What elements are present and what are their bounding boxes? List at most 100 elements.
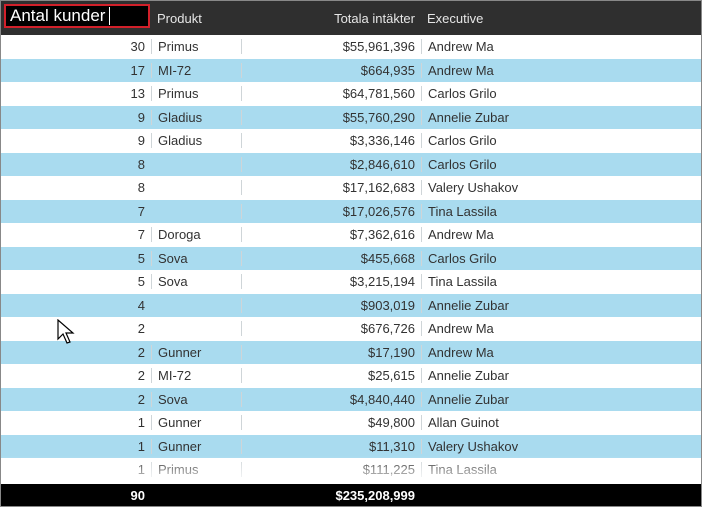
- cell-product: MI-72: [151, 368, 241, 383]
- cell-count: 17: [1, 63, 151, 78]
- table-row[interactable]: 5Sova$3,215,194Tina Lassila: [1, 270, 701, 294]
- header-revenue[interactable]: Totala intäkter: [241, 5, 421, 32]
- cell-exec: Andrew Ma: [421, 321, 701, 336]
- table-row[interactable]: 1Gunner$11,310Valery Ushakov: [1, 435, 701, 459]
- table-row[interactable]: 9Gladius$3,336,146Carlos Grilo: [1, 129, 701, 153]
- header-exec[interactable]: Executive: [421, 5, 701, 32]
- cell-revenue: $64,781,560: [241, 86, 421, 101]
- table-row[interactable]: 1Gunner$49,800Allan Guinot: [1, 411, 701, 435]
- cell-product: MI-72: [151, 63, 241, 78]
- cell-exec: Andrew Ma: [421, 227, 701, 242]
- header-product[interactable]: Produkt: [151, 5, 241, 32]
- cell-exec: Valery Ushakov: [421, 439, 701, 454]
- cell-count: 7: [1, 204, 151, 219]
- cell-product: Sova: [151, 392, 241, 407]
- cell-revenue: $55,760,290: [241, 110, 421, 125]
- cell-revenue: $17,026,576: [241, 204, 421, 219]
- table-row[interactable]: 5Sova$455,668Carlos Grilo: [1, 247, 701, 271]
- cell-product: Gladius: [151, 110, 241, 125]
- cell-exec: Tina Lassila: [421, 204, 701, 219]
- totals-row: 90 $235,208,999: [1, 484, 701, 506]
- cell-product: Doroga: [151, 227, 241, 242]
- table-row[interactable]: 8 $17,162,683Valery Ushakov: [1, 176, 701, 200]
- table-row[interactable]: 17MI-72$664,935Andrew Ma: [1, 59, 701, 83]
- cell-count: 1: [1, 415, 151, 430]
- cell-exec: Carlos Grilo: [421, 157, 701, 172]
- cell-exec: Andrew Ma: [421, 345, 701, 360]
- cell-exec: Carlos Grilo: [421, 86, 701, 101]
- cell-revenue: $676,726: [241, 321, 421, 336]
- cell-exec: Tina Lassila: [421, 274, 701, 289]
- cell-count: 1: [1, 439, 151, 454]
- cell-product: Sova: [151, 274, 241, 289]
- table-row[interactable]: 7Doroga$7,362,616Andrew Ma: [1, 223, 701, 247]
- cell-revenue: $17,190: [241, 345, 421, 360]
- table-row[interactable]: 2 $676,726Andrew Ma: [1, 317, 701, 341]
- cell-revenue: $2,846,610: [241, 157, 421, 172]
- table-row[interactable]: 9Gladius$55,760,290Annelie Zubar: [1, 106, 701, 130]
- cell-product: Primus: [151, 86, 241, 101]
- header-rename-input[interactable]: Antal kunder: [4, 4, 150, 28]
- cell-count: 4: [1, 298, 151, 313]
- table-visual: Produkt Totala intäkter Executive Antal …: [0, 0, 702, 507]
- header-rename-value: Antal kunder: [10, 5, 105, 27]
- cell-revenue: $55,961,396: [241, 39, 421, 54]
- table-row[interactable]: 30Primus$55,961,396Andrew Ma: [1, 35, 701, 59]
- cell-count: 8: [1, 157, 151, 172]
- cell-count: 2: [1, 345, 151, 360]
- cell-exec: Annelie Zubar: [421, 392, 701, 407]
- cell-count: 9: [1, 110, 151, 125]
- cell-count: 5: [1, 251, 151, 266]
- table-row[interactable]: 7 $17,026,576Tina Lassila: [1, 200, 701, 224]
- cell-exec: Annelie Zubar: [421, 368, 701, 383]
- table-row[interactable]: 13Primus$64,781,560Carlos Grilo: [1, 82, 701, 106]
- cell-count: 2: [1, 392, 151, 407]
- cell-revenue: $3,215,194: [241, 274, 421, 289]
- cell-count: 7: [1, 227, 151, 242]
- cell-exec: Valery Ushakov: [421, 180, 701, 195]
- cell-revenue: $664,935: [241, 63, 421, 78]
- table-row[interactable]: 1Primus$111,225Tina Lassila: [1, 458, 701, 482]
- cell-revenue: $3,336,146: [241, 133, 421, 148]
- cell-count: 5: [1, 274, 151, 289]
- cell-revenue: $49,800: [241, 415, 421, 430]
- cell-exec: Andrew Ma: [421, 63, 701, 78]
- cell-count: 2: [1, 368, 151, 383]
- cell-revenue: $111,225: [241, 462, 421, 477]
- cell-exec: Carlos Grilo: [421, 133, 701, 148]
- cell-exec: Annelie Zubar: [421, 110, 701, 125]
- cell-count: 2: [1, 321, 151, 336]
- totals-revenue: $235,208,999: [241, 488, 421, 503]
- cell-count: 8: [1, 180, 151, 195]
- cell-product: Sova: [151, 251, 241, 266]
- table-row[interactable]: 2Sova$4,840,440Annelie Zubar: [1, 388, 701, 412]
- cell-count: 13: [1, 86, 151, 101]
- cell-product: Primus: [151, 39, 241, 54]
- cell-count: 30: [1, 39, 151, 54]
- cell-exec: Annelie Zubar: [421, 298, 701, 313]
- cell-product: Gunner: [151, 345, 241, 360]
- cell-product: Gunner: [151, 415, 241, 430]
- cell-exec: Carlos Grilo: [421, 251, 701, 266]
- cell-revenue: $11,310: [241, 439, 421, 454]
- cell-revenue: $7,362,616: [241, 227, 421, 242]
- cell-count: 1: [1, 462, 151, 477]
- cell-exec: Allan Guinot: [421, 415, 701, 430]
- cell-exec: Tina Lassila: [421, 462, 701, 477]
- cell-revenue: $903,019: [241, 298, 421, 313]
- cell-revenue: $455,668: [241, 251, 421, 266]
- cell-revenue: $25,615: [241, 368, 421, 383]
- text-caret: [109, 7, 110, 25]
- table-row[interactable]: 4 $903,019Annelie Zubar: [1, 294, 701, 318]
- cell-product: Gunner: [151, 439, 241, 454]
- table-body: 30Primus$55,961,396Andrew Ma17MI-72$664,…: [1, 35, 701, 482]
- cell-revenue: $17,162,683: [241, 180, 421, 195]
- table-row[interactable]: 2Gunner$17,190Andrew Ma: [1, 341, 701, 365]
- totals-count: 90: [1, 488, 151, 503]
- cell-product: Primus: [151, 462, 241, 477]
- cell-exec: Andrew Ma: [421, 39, 701, 54]
- cell-revenue: $4,840,440: [241, 392, 421, 407]
- table-row[interactable]: 2MI-72$25,615Annelie Zubar: [1, 364, 701, 388]
- cell-product: Gladius: [151, 133, 241, 148]
- table-row[interactable]: 8 $2,846,610Carlos Grilo: [1, 153, 701, 177]
